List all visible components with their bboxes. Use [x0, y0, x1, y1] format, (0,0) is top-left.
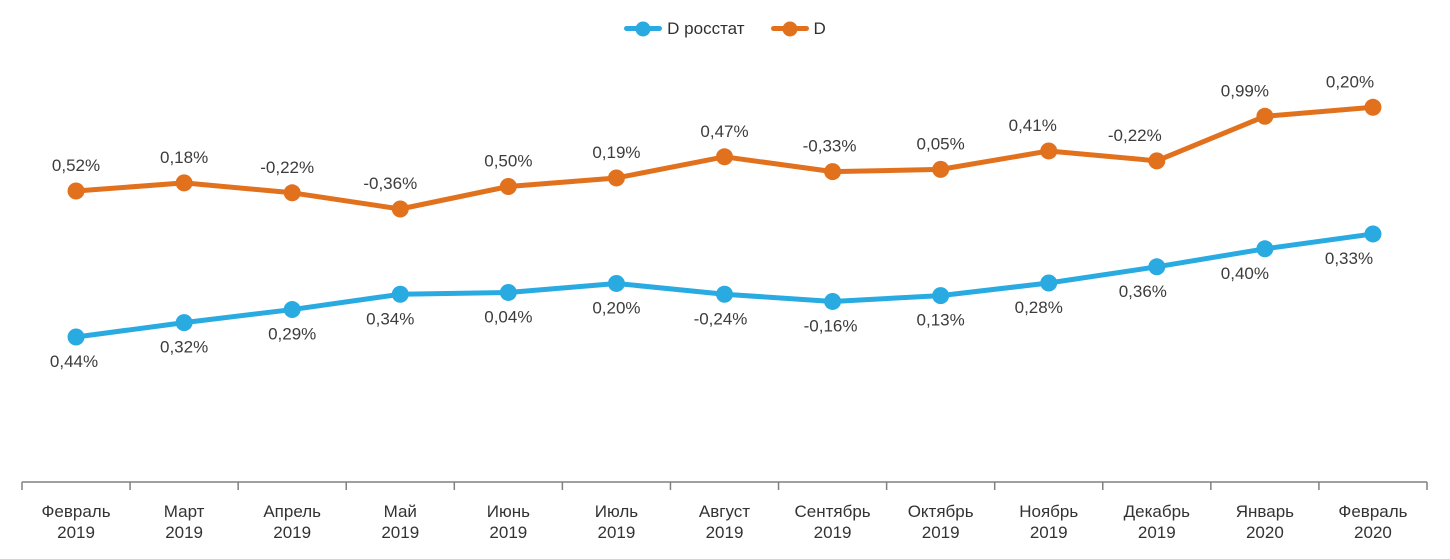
x-axis-label-month: Август: [699, 502, 750, 521]
data-point-label: 0,04%: [484, 307, 532, 326]
legend-item-0: D росстат: [624, 19, 745, 38]
data-point-label: -0,33%: [803, 137, 857, 156]
data-point-marker: [607, 274, 625, 292]
data-point-marker: [607, 169, 625, 187]
x-axis-label-year: 2019: [1138, 523, 1176, 542]
x-axis-label-month: Март: [164, 502, 205, 521]
data-point-marker: [1148, 258, 1166, 276]
data-point-marker: [932, 160, 950, 178]
x-axis-label-month: Июль: [595, 502, 639, 521]
legend-label: D: [813, 19, 826, 38]
legend-line-marker-icon: [624, 21, 663, 36]
data-point-marker: [1040, 142, 1058, 160]
x-axis-label-year: 2019: [165, 523, 203, 542]
data-point-marker: [1040, 274, 1058, 292]
data-point-marker: [716, 148, 733, 166]
data-point-marker: [283, 184, 301, 202]
data-point-label: 0,32%: [160, 338, 208, 357]
x-axis-label-month: Октябрь: [908, 502, 974, 521]
data-point-marker: [499, 178, 517, 195]
x-axis-label-year: 2020: [1354, 523, 1392, 542]
x-axis-label-month: Сентябрь: [794, 502, 870, 521]
data-point-label: 0,13%: [917, 311, 965, 330]
x-axis-label-year: 2019: [57, 523, 95, 542]
data-point-marker: [716, 285, 733, 303]
data-point-label: 0,29%: [268, 325, 316, 344]
x-axis-label-year: 2019: [814, 523, 852, 542]
legend-dot-icon: [635, 21, 651, 36]
data-point-marker: [932, 287, 950, 305]
data-point-label: -0,36%: [363, 174, 417, 193]
data-point-label: 0,18%: [160, 148, 208, 167]
data-point-marker: [824, 292, 842, 310]
x-axis-label-year: 2019: [381, 523, 419, 542]
data-point-marker: [1148, 152, 1166, 170]
x-axis-label-month: Июнь: [487, 502, 530, 521]
legend-item-1: D: [770, 19, 826, 38]
data-point-label: 0,05%: [917, 134, 965, 153]
x-axis-label-month: Февраль: [41, 502, 110, 521]
data-point-label: 0,19%: [592, 143, 640, 162]
legend-dot-icon: [782, 21, 798, 36]
data-point-marker: [175, 314, 193, 332]
data-point-marker: [1256, 240, 1274, 258]
data-point-label: 0,50%: [484, 152, 532, 171]
data-point-marker: [499, 283, 517, 301]
data-point-label: 0,41%: [1009, 116, 1057, 135]
data-point-marker: [1364, 225, 1382, 243]
data-point-marker: [175, 174, 193, 192]
data-point-marker: [67, 182, 85, 200]
x-axis-label-year: 2019: [1030, 523, 1068, 542]
data-point-label: 0,99%: [1221, 81, 1269, 100]
data-point-marker: [283, 301, 301, 319]
data-point-label: 0,33%: [1325, 249, 1373, 268]
x-axis-label-month: Май: [384, 502, 417, 521]
data-point-marker: [391, 285, 409, 303]
x-axis-label-month: Апрель: [263, 502, 321, 521]
x-axis-label-year: 2019: [598, 523, 636, 542]
data-point-label: 0,36%: [1119, 282, 1167, 301]
data-point-marker: [1364, 98, 1382, 116]
data-point-label: -0,22%: [1108, 126, 1162, 145]
data-point-marker: [391, 200, 409, 218]
data-point-label: 0,47%: [700, 122, 748, 141]
x-axis-label-year: 2019: [273, 523, 311, 542]
data-point-label: -0,16%: [804, 316, 858, 335]
data-point-label: 0,44%: [50, 352, 98, 371]
x-axis-label-month: Ноябрь: [1019, 502, 1078, 521]
x-axis-label-year: 2019: [706, 523, 744, 542]
data-point-label: 0,52%: [52, 156, 100, 175]
x-axis-label-year: 2019: [489, 523, 527, 542]
data-point-label: 0,40%: [1221, 264, 1269, 283]
data-point-label: 0,34%: [366, 309, 414, 328]
data-point-label: 0,28%: [1015, 298, 1063, 317]
chart-legend: D росстат D: [0, 20, 1450, 37]
data-point-marker: [1256, 107, 1274, 125]
legend-label: D росстат: [667, 19, 745, 38]
x-axis-label-month: Декабрь: [1124, 502, 1190, 521]
x-axis-label-month: Февраль: [1338, 502, 1407, 521]
x-axis-label-year: 2019: [922, 523, 960, 542]
data-point-label: 0,20%: [1326, 72, 1374, 91]
data-point-label: -0,22%: [260, 158, 314, 177]
data-point-marker: [67, 328, 85, 346]
data-point-marker: [824, 163, 842, 181]
x-axis-label-year: 2020: [1246, 523, 1284, 542]
data-point-label: 0,20%: [592, 298, 640, 317]
legend-line-marker-icon: [770, 21, 809, 36]
x-axis-label-month: Январь: [1236, 502, 1294, 521]
data-point-label: -0,24%: [694, 309, 748, 328]
